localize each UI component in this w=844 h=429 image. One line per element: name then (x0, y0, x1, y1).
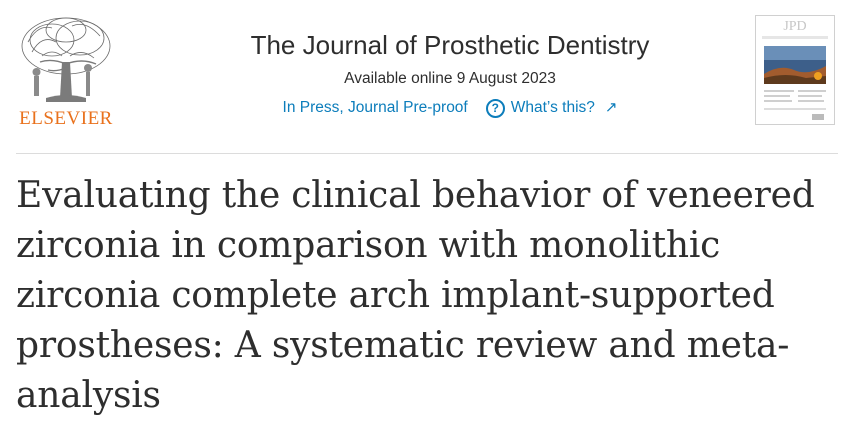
question-circle-icon[interactable]: ? (485, 98, 505, 118)
whats-this-label: What’s this? (510, 99, 595, 116)
journal-cover-thumbnail: JPD (756, 16, 834, 124)
elsevier-wordmark: ELSEVIER (19, 108, 113, 129)
header-divider (16, 153, 838, 154)
article-header: ELSEVIER The Journal of Prosthetic Denti… (0, 0, 844, 154)
article-title: Evaluating the clinical behavior of vene… (16, 175, 815, 416)
available-online-date: Available online 9 August 2023 (344, 70, 556, 87)
journal-title-link[interactable]: The Journal of Prosthetic Dentistry (250, 30, 650, 60)
article-status: In Press, Journal Pre-proof (282, 99, 468, 116)
elsevier-tree-icon (21, 17, 111, 102)
journal-cover[interactable]: JPD (755, 15, 835, 125)
journal-info: The Journal of Prosthetic Dentistry Avai… (160, 28, 740, 119)
whats-this-link[interactable]: What’s this? ↗ (511, 99, 618, 116)
external-arrow-icon: ↗ (604, 99, 618, 116)
elsevier-logo[interactable]: ELSEVIER (12, 12, 120, 130)
svg-text:JPD: JPD (783, 19, 806, 34)
article-status-row: In Press, Journal Pre-proof? What’s this?… (160, 97, 740, 119)
